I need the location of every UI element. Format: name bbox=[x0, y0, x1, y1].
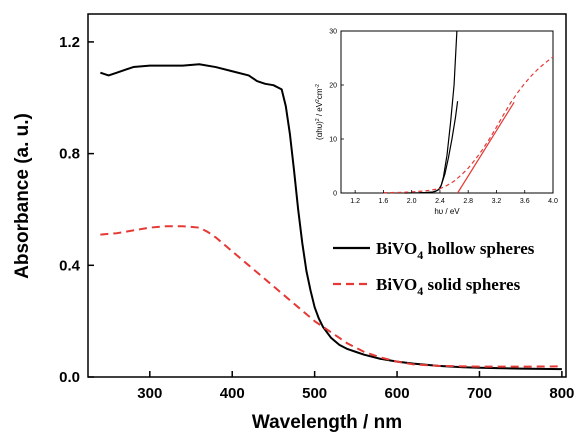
inset-y-ticks: 0 10 20 30 bbox=[329, 29, 344, 198]
inset-series-group bbox=[383, 30, 554, 194]
inset-x-tick-label-3: 2.4 bbox=[435, 198, 445, 205]
inset-x-axis-title: hυ / eV bbox=[434, 207, 460, 216]
inset-y-tick-label-1: 10 bbox=[329, 137, 337, 144]
inset-series-line-2 bbox=[383, 56, 554, 194]
main-x-tick-label-0: 300 bbox=[137, 385, 162, 402]
main-x-tick-label-2: 500 bbox=[302, 385, 327, 402]
inset-chart: 0 10 20 30 1.2 1.6 2.0 2.4 2.8 3.2 3.6 4.0 hυ / eV… bbox=[315, 29, 558, 217]
main-x-tick-label-3: 600 bbox=[385, 385, 410, 402]
inset-y-tick-label-0: 0 bbox=[333, 191, 337, 198]
x-axis-title: Wavelength / nm bbox=[252, 412, 402, 433]
main-x-tick-label-1: 400 bbox=[220, 385, 245, 402]
inset-x-tick-label-7: 4.0 bbox=[548, 198, 558, 205]
inset-series-line-3 bbox=[457, 101, 515, 194]
inset-x-tick-label-6: 3.6 bbox=[520, 198, 530, 205]
main-y-tick-label-3: 1.2 bbox=[59, 34, 80, 51]
main-plot-frame bbox=[87, 13, 567, 378]
main-x-tick-label-5: 800 bbox=[549, 385, 574, 402]
inset-y-tick-label-3: 30 bbox=[329, 29, 337, 36]
inset-plot-frame bbox=[340, 30, 554, 194]
legend-label-hollow: BiVO4 hollow spheres bbox=[376, 239, 535, 262]
inset-x-tick-label-4: 2.8 bbox=[463, 198, 473, 205]
inset-x-tick-label-0: 1.2 bbox=[350, 198, 360, 205]
inset-x-tick-label-1: 1.6 bbox=[379, 198, 389, 205]
main-y-tick-label-2: 0.8 bbox=[59, 146, 80, 163]
main-series-line-1 bbox=[100, 225, 562, 368]
main-y-ticks: 0.0 0.4 0.8 1.2 bbox=[59, 34, 94, 386]
y-axis-title: Absorbance (a. u.) bbox=[12, 113, 33, 279]
main-series-group bbox=[100, 63, 562, 371]
inset-x-tick-label-2: 2.0 bbox=[407, 198, 417, 205]
inset-x-ticks: 1.2 1.6 2.0 2.4 2.8 3.2 3.6 4.0 bbox=[350, 190, 558, 205]
inset-x-tick-label-5: 3.2 bbox=[492, 198, 502, 205]
inset-series-line-1 bbox=[434, 101, 459, 193]
main-chart: 0.00.40.81.2 300 400 500 600 700 800 Waveleng… bbox=[12, 13, 574, 433]
main-x-tick-label-4: 700 bbox=[467, 385, 492, 402]
main-y-tick-label-0: 0.0 bbox=[59, 369, 80, 386]
legend: BiVO4 hollow spheres BiVO4 solid spheres bbox=[333, 239, 535, 298]
main-x-ticks: 300 400 500 600 700 800 bbox=[137, 371, 574, 402]
inset-y-axis-title: (αhυ)2 / eV2cm-2 bbox=[315, 84, 324, 140]
legend-label-solid: BiVO4 solid spheres bbox=[376, 275, 521, 298]
main-y-tick-label-1: 0.4 bbox=[59, 257, 81, 274]
inset-y-tick-label-2: 20 bbox=[329, 83, 337, 90]
